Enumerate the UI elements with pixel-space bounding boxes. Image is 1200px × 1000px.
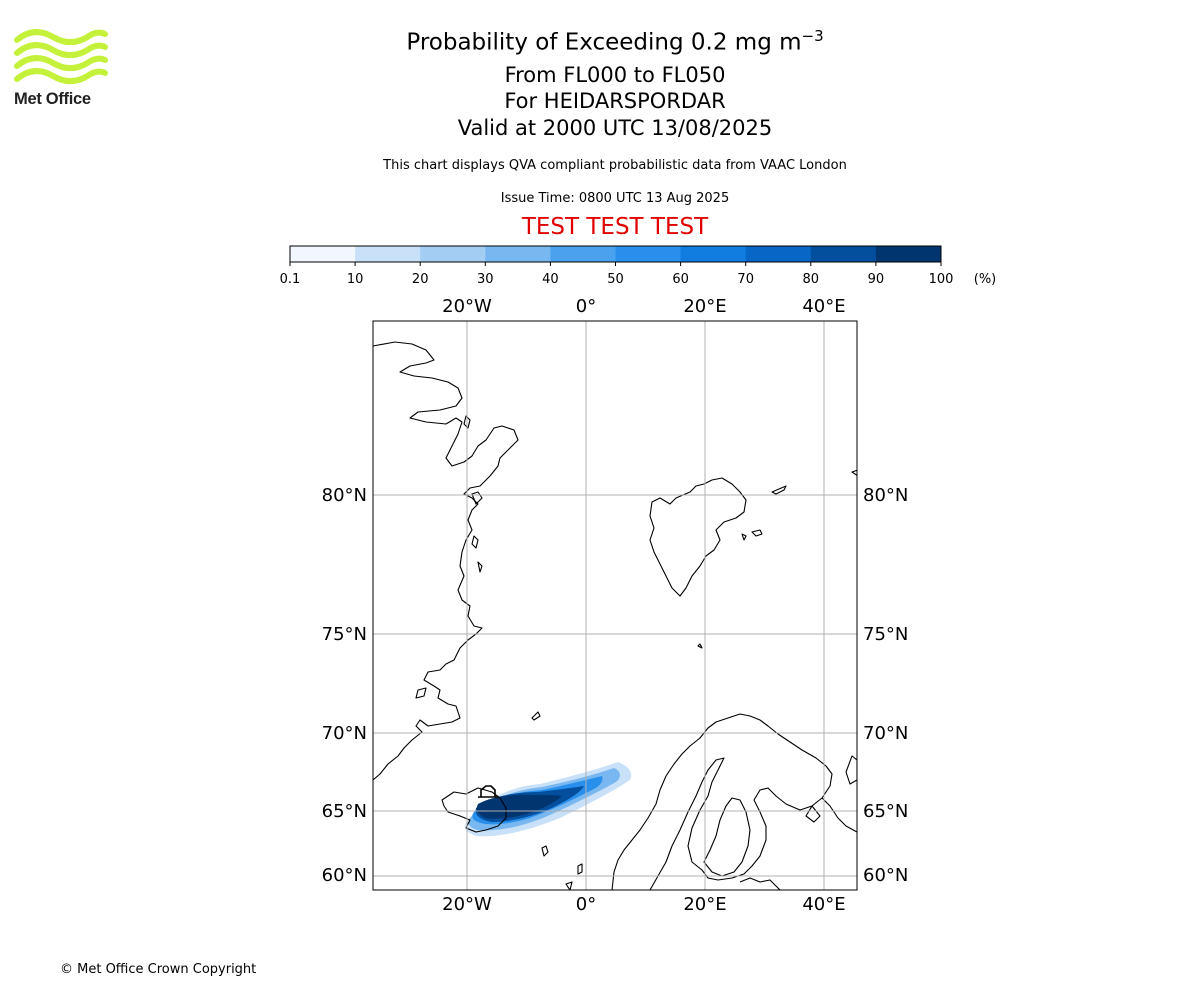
- lon-label-top-40e: 40°E: [802, 296, 845, 317]
- colorbar-tick-label: 90: [868, 272, 885, 287]
- lon-label-bottom-20e: 20°E: [683, 894, 726, 915]
- colorbar-tick-label: 70: [737, 272, 754, 287]
- met-office-wave-icon: [14, 29, 108, 85]
- lat-label-left-60n: 60°N: [322, 865, 367, 886]
- colorbar-tick-label: 20: [412, 272, 429, 287]
- coastlines: [373, 341, 857, 890]
- chart-title-text: Probability of Exceeding 0.2 mg m: [406, 29, 802, 56]
- colorbar-tick-label: 50: [607, 272, 624, 287]
- lat-label-left-80n: 80°N: [322, 485, 367, 506]
- lon-label-top-20e: 20°E: [683, 296, 726, 317]
- location-title: For HEIDARSPORDAR: [504, 89, 726, 113]
- colorbar-ticks: 0.1 10 20 30 40 50 60 70 80 90 100: [280, 262, 954, 287]
- lat-label-left-65n: 65°N: [322, 801, 367, 822]
- colorbar-tick-label: 30: [477, 272, 494, 287]
- logo-text: Met Office: [14, 90, 91, 108]
- colorbar-cell: [680, 246, 747, 262]
- chart-title: Probability of Exceeding 0.2 mg m−3: [406, 27, 823, 56]
- lat-label-right-80n: 80°N: [863, 485, 908, 506]
- lat-label-left-70n: 70°N: [322, 723, 367, 744]
- lon-label-top-0: 0°: [576, 296, 596, 317]
- colorbar-tick-label: 0.1: [280, 272, 301, 287]
- flight-levels: From FL000 to FL050: [504, 63, 726, 87]
- valid-time: Valid at 2000 UTC 13/08/2025: [457, 116, 773, 140]
- colorbar-cells: [290, 246, 942, 262]
- map-frame: [372, 320, 858, 891]
- colorbar-cell: [550, 246, 616, 262]
- graticule: [373, 321, 857, 890]
- met-office-logo: Met Office: [13, 28, 109, 114]
- colorbar-tick-label: 40: [542, 272, 559, 287]
- colorbar-tick-label: 80: [803, 272, 820, 287]
- issue-time: Issue Time: 0800 UTC 13 Aug 2025: [500, 191, 730, 206]
- colorbar-cell: [615, 246, 682, 262]
- colorbar-tick-label: 60: [672, 272, 689, 287]
- colorbar-cell: [485, 246, 551, 262]
- map-background: [373, 321, 857, 890]
- map: 20°W 0° 20°E 40°E 20°W 0° 20°E 40°E 80°N…: [322, 296, 909, 915]
- colorbar-cell: [355, 246, 421, 262]
- colorbar-cell: [420, 246, 486, 262]
- colorbar-cell: [290, 246, 356, 262]
- lat-label-right-70n: 70°N: [863, 723, 908, 744]
- lat-label-right-60n: 60°N: [863, 865, 908, 886]
- copyright: © Met Office Crown Copyright: [60, 962, 257, 977]
- chart-title-exponent: −3: [801, 27, 824, 45]
- lon-label-bottom-0: 0°: [576, 894, 596, 915]
- volcano-marker-icon: [478, 785, 498, 798]
- lon-label-bottom-20w: 20°W: [442, 894, 492, 915]
- colorbar-tick-label: 100: [929, 272, 954, 287]
- chart-note: This chart displays QVA compliant probab…: [383, 158, 847, 173]
- test-banner: TEST TEST TEST: [521, 214, 709, 240]
- lon-label-bottom-40e: 40°E: [802, 894, 845, 915]
- lat-label-right-65n: 65°N: [863, 801, 908, 822]
- colorbar-cell: [810, 246, 877, 262]
- colorbar: 0.1 10 20 30 40 50 60 70 80 90 100 (%): [280, 245, 997, 287]
- colorbar-unit: (%): [974, 272, 997, 287]
- colorbar-cell: [875, 246, 942, 262]
- lat-label-right-75n: 75°N: [863, 624, 908, 645]
- lat-label-left-75n: 75°N: [322, 624, 367, 645]
- lon-label-top-20w: 20°W: [442, 296, 492, 317]
- colorbar-cell: [745, 246, 812, 262]
- colorbar-tick-label: 10: [347, 272, 364, 287]
